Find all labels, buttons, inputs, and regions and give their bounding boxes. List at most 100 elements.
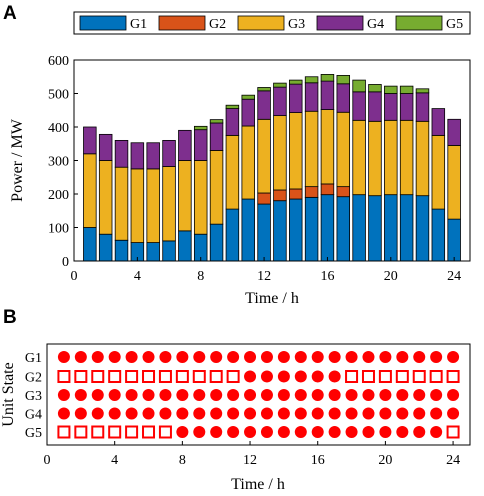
bar-g4-hour-7 [178,129,192,161]
panel-b-label: B [3,307,17,328]
bar-g3-hour-12 [257,118,271,194]
bars [83,74,461,262]
state-on-g1-hour-11 [227,351,240,363]
bar-g3-hour-8 [193,160,208,235]
bar-g1-hour-14 [289,198,303,262]
state-off-g2-hour-21 [395,370,409,383]
state-off-g5-hour-7 [158,425,172,439]
bar-g3-hour-22 [415,120,430,197]
y-tick-label-a: 100 [48,222,69,237]
bar-g3-hour-9 [209,150,224,225]
bar-g4-hour-20 [384,93,398,121]
state-off-g5-hour-4 [108,425,122,439]
bar-g5-hour-15 [304,76,319,84]
state-on-g4-hour-14 [277,407,290,420]
state-on-g5-hour-11 [227,426,240,438]
bar-g1-hour-12 [257,203,271,262]
state-on-g3-hour-19 [362,389,375,401]
bar-g1-hour-5 [146,242,160,262]
y-tick-label-a: 0 [62,255,69,270]
state-on-g4-hour-13 [260,407,273,420]
state-off-g5-hour-5 [125,425,139,439]
bar-g4-hour-10 [225,108,240,136]
state-on-g1-hour-8 [176,351,189,363]
bar-g3-hour-13 [273,115,287,191]
bar-g5-hour-12 [257,87,271,92]
unit-label-g4: G4 [25,408,42,423]
state-on-g5-hour-13 [260,426,273,438]
state-on-g3-hour-1 [57,389,70,401]
bar-g1-hour-15 [304,196,319,262]
state-on-g1-hour-13 [260,351,273,363]
bar-g1-hour-10 [225,208,240,262]
x-tick-label-b: 24 [446,453,460,468]
bar-g4-hour-5 [146,142,160,170]
bar-g3-hour-16 [320,109,335,185]
legend: G1 G2 G3 G4 G5 [73,11,471,35]
state-off-g2-hour-5 [125,370,139,383]
state-on-g1-hour-3 [91,351,104,363]
state-off-g2-hour-23 [429,370,443,383]
state-on-g4-hour-21 [396,407,409,420]
state-on-g4-hour-8 [176,407,189,420]
bar-g3-hour-7 [178,160,192,232]
state-on-g5-hour-12 [244,426,257,438]
state-off-g2-hour-19 [361,370,375,383]
state-on-g4-hour-22 [413,407,426,420]
state-on-g1-hour-4 [108,351,121,363]
y-axis-title-a: Power / MW [9,118,26,202]
bar-g3-hour-6 [162,166,176,242]
bar-g1-hour-21 [399,194,414,262]
legend-label-g2: G2 [209,17,226,32]
state-on-g3-hour-23 [430,389,443,401]
state-on-g3-hour-21 [396,389,409,401]
bar-g1-hour-11 [241,198,255,262]
state-on-g1-hour-12 [244,351,257,363]
state-on-g5-hour-9 [193,426,206,438]
x-tick-label-b: 8 [179,453,186,468]
x-tick-label-b: 0 [44,453,51,468]
unit-state-chart: G1 G2 G3 G4 G5 0 4 8 12 16 20 24 Unit State Time /… [0,343,471,493]
bar-g2-hour-12 [257,192,271,205]
state-on-g4-hour-16 [311,407,324,420]
state-on-g4-hour-17 [328,407,341,420]
bar-g2-hour-13 [273,189,287,202]
state-on-g4-hour-7 [159,407,172,420]
bar-g3-hour-1 [83,153,97,228]
bar-g3-hour-20 [384,119,398,196]
x-tick-label-b: 16 [311,453,325,468]
legend-label-g3: G3 [288,17,305,32]
bar-g3-hour-18 [352,119,366,196]
legend-swatch-g1 [79,15,127,31]
bar-g3-hour-14 [289,112,303,190]
bar-g4-hour-3 [114,139,129,168]
bar-g1-hour-2 [98,233,113,262]
state-on-g4-hour-5 [125,407,138,420]
state-on-g3-hour-12 [244,389,257,401]
bar-g3-hour-23 [431,134,446,210]
bar-g5-hour-13 [273,82,287,88]
bar-g4-hour-6 [162,139,176,167]
plot-frame-b [46,343,471,446]
state-on-g4-hour-20 [379,407,392,420]
y-axis-title-b: Unit State [0,362,17,426]
state-on-g4-hour-24 [447,407,460,420]
state-off-g2-hour-11 [226,370,240,383]
axis-ticks-a: 0 4 8 12 16 20 24 0 100 200 300 400 500 600 [48,54,461,284]
unit-label-g1: G1 [25,351,42,366]
axis-ticks-b: 0 4 8 12 16 20 24 [44,441,460,468]
state-on-g1-hour-23 [430,351,443,363]
bar-g2-hour-16 [320,183,335,196]
state-off-g2-hour-24 [446,370,460,383]
state-on-g4-hour-15 [294,407,307,420]
legend-swatch-g2 [158,15,206,31]
state-on-g1-hour-16 [311,351,324,363]
state-on-g4-hour-10 [210,407,223,420]
bar-g3-hour-2 [98,160,113,235]
state-on-g3-hour-2 [74,389,87,401]
state-on-g3-hour-3 [91,389,104,401]
state-on-g3-hour-5 [125,389,138,401]
bar-g4-hour-19 [368,91,382,122]
bar-g4-hour-2 [98,133,113,161]
bar-g4-hour-4 [130,142,145,170]
